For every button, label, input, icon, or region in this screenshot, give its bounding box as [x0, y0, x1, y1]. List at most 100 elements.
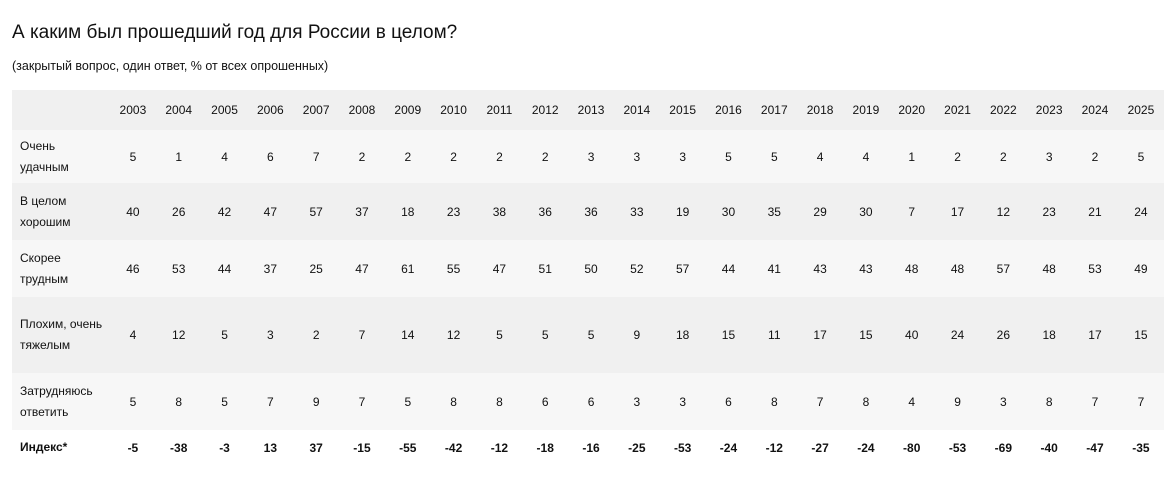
value-cell: 3 [1000, 394, 1007, 409]
value-cell: -35 [1132, 440, 1150, 455]
value-cell: 24 [1134, 204, 1148, 219]
value-cell: 3 [267, 328, 274, 342]
value-cell: 5 [725, 149, 732, 164]
value-cell: -16 [582, 440, 600, 455]
value-cell: 12 [996, 204, 1011, 219]
value-cell: 8 [450, 394, 457, 409]
table-row: Затрудняюсь ответить 5 8 5 7 9 7 5 8 8 6 6 3 3 6 8 7 8 4 9 3… [12, 373, 1164, 430]
value-cell: 53 [1088, 261, 1102, 276]
value-cell: 40 [126, 204, 140, 219]
value-cell: 8 [862, 394, 870, 409]
row-label: Затрудняюсь ответить [20, 383, 93, 419]
value-cell: 6 [541, 394, 549, 409]
value-cell: 2 [404, 149, 412, 164]
value-cell: 23 [1042, 204, 1056, 219]
year-header: 2004 [165, 103, 193, 117]
value-cell: -38 [170, 440, 188, 455]
value-cell: -53 [948, 440, 967, 455]
value-cell: 47 [492, 261, 507, 276]
year-header: 2016 [715, 103, 742, 117]
corner-cell [12, 90, 110, 130]
value-cell: 47 [263, 204, 278, 219]
value-cell: 2 [1091, 149, 1099, 164]
value-cell: 43 [859, 261, 873, 276]
value-cell: 12 [172, 328, 186, 342]
value-cell: -69 [994, 440, 1013, 455]
value-cell: 29 [813, 204, 827, 219]
row-label: В целом хорошим [20, 193, 71, 229]
value-cell: 61 [401, 261, 415, 276]
value-cell: -24 [857, 440, 875, 455]
value-cell: 36 [538, 204, 552, 219]
value-cell: 13 [263, 440, 278, 455]
value-cell: 5 [1137, 149, 1145, 164]
year-header: 2005 [211, 103, 238, 117]
value-cell: 4 [862, 149, 870, 164]
value-cell: 36 [584, 204, 598, 219]
value-cell: 18 [401, 204, 415, 219]
value-cell: 6 [725, 394, 732, 409]
year-header: 2007 [302, 103, 330, 117]
table-row: Плохим, очень тяжелым 4 12 5 3 2 7 14 12 5 5 5 9 18 15… [12, 297, 1164, 373]
value-cell: 17 [1088, 328, 1102, 342]
year-header: 2021 [944, 103, 971, 117]
value-cell: 15 [721, 328, 736, 342]
year-header: 2017 [760, 103, 788, 117]
value-cell: -3 [219, 440, 230, 455]
value-cell: -42 [444, 440, 463, 455]
value-cell: 23 [446, 204, 461, 219]
value-cell: -40 [1040, 440, 1058, 455]
value-cell: 18 [1042, 328, 1056, 342]
value-cell: 37 [263, 261, 278, 276]
value-cell: 41 [767, 261, 781, 276]
value-cell: 7 [908, 204, 916, 219]
value-cell: 3 [1045, 149, 1053, 164]
value-cell: 30 [721, 204, 736, 219]
year-header: 2015 [669, 103, 696, 117]
value-cell: 3 [633, 394, 641, 409]
year-header: 2023 [1035, 103, 1063, 117]
title: А каким был прошедший год для России в ц… [12, 22, 458, 43]
value-cell: -25 [628, 440, 646, 455]
value-cell: 4 [221, 149, 228, 164]
value-cell: 30 [859, 204, 873, 219]
value-cell: 43 [813, 261, 827, 276]
year-header: 2018 [806, 103, 834, 117]
value-cell: 6 [587, 394, 595, 409]
row-label: Очень удачным [20, 138, 69, 174]
value-cell: 44 [217, 261, 232, 276]
value-cell: 52 [630, 261, 644, 276]
value-cell: 17 [813, 328, 827, 342]
value-cell: -12 [490, 440, 509, 455]
value-cell: 3 [679, 394, 686, 409]
value-cell: 38 [492, 204, 507, 219]
value-cell: 40 [905, 328, 919, 342]
year-header: 2003 [119, 103, 147, 117]
value-cell: 7 [358, 328, 366, 342]
subtitle: (закрытый вопрос, один ответ, % от всех … [12, 59, 329, 73]
value-cell: 5 [587, 328, 595, 342]
value-cell: 7 [358, 394, 366, 409]
value-cell: 9 [954, 394, 961, 409]
value-cell: 4 [129, 328, 137, 342]
year-header: 2014 [623, 103, 651, 117]
value-cell: -53 [673, 440, 692, 455]
value-cell: 1 [908, 149, 916, 164]
value-cell: 8 [770, 394, 778, 409]
value-cell: 2 [541, 149, 549, 164]
value-cell: 25 [309, 261, 323, 276]
value-cell: 7 [1091, 394, 1099, 409]
value-cell: 14 [401, 328, 415, 342]
value-cell: 9 [312, 394, 320, 409]
value-cell: 26 [996, 328, 1011, 342]
value-cell: 9 [633, 328, 641, 342]
value-cell: 53 [172, 261, 186, 276]
year-header: 2025 [1127, 103, 1155, 117]
table-row: Индекс* -5 -38 -3 13 37 -15 -55 -42 -12 -18 -16 -25 -… [12, 430, 1164, 465]
value-cell: -27 [811, 440, 829, 455]
value-cell: 4 [908, 394, 916, 409]
value-cell: -18 [536, 440, 554, 455]
value-cell: 2 [1000, 149, 1007, 164]
